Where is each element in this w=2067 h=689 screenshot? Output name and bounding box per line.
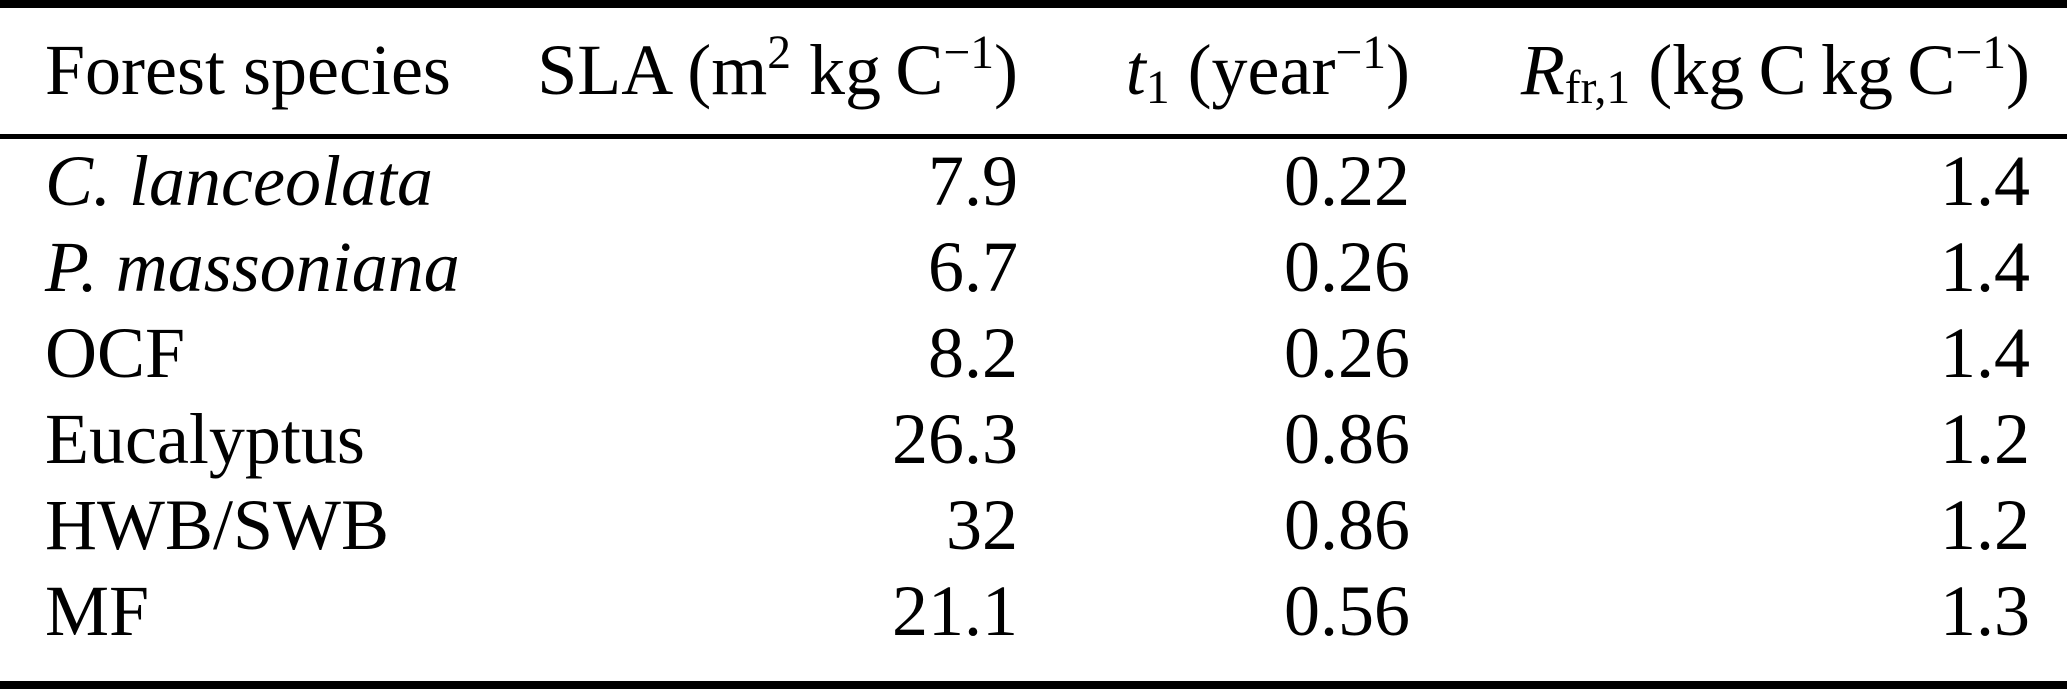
table-row: P. massoniana 6.7 0.26 1.4	[0, 225, 2067, 311]
species-cell: HWB/SWB	[0, 483, 490, 569]
rfr-subscript: fr,1	[1564, 61, 1631, 114]
sla-value: 26.3	[892, 399, 1018, 480]
species-name: C. lanceolata	[45, 141, 433, 222]
species-cell: C. lanceolata	[0, 137, 490, 226]
rfr-exponent: −1	[1955, 27, 2007, 80]
species-name: OCF	[45, 313, 186, 394]
table-header-row: Forest species SLA (m2 kg C−1) t1 (year−…	[0, 8, 2067, 139]
tl-value: 0.56	[1284, 571, 1410, 652]
col-header-forest-species: Forest species	[0, 8, 490, 139]
species-name: Eucalyptus	[45, 399, 365, 480]
species-name: MF	[45, 571, 150, 652]
sla-value: 6.7	[928, 227, 1018, 308]
species-cell: MF	[0, 569, 490, 655]
tl-value: 0.86	[1284, 485, 1410, 566]
species-name: HWB/SWB	[45, 485, 390, 566]
sla-value: 7.9	[928, 141, 1018, 222]
table-row: MF 21.1 0.56 1.3	[0, 569, 2067, 655]
rfr-value: 1.4	[1940, 141, 2030, 222]
tl-value: 0.26	[1284, 227, 1410, 308]
tl-value: 0.26	[1284, 313, 1410, 394]
rfr-symbol: R	[1520, 30, 1565, 111]
table-row: C. lanceolata 7.9 0.22 1.4	[0, 137, 2067, 226]
sla-unit-text: )	[994, 30, 1018, 111]
rfr-value: 1.4	[1940, 313, 2030, 394]
rfr-value: 1.2	[1940, 399, 2030, 480]
tl-symbol: t	[1125, 30, 1146, 111]
tl-unit-text: )	[1386, 30, 1410, 111]
table-row: OCF 8.2 0.26 1.4	[0, 311, 2067, 397]
species-cell: Eucalyptus	[0, 397, 490, 483]
forest-parameters-table: Forest species SLA (m2 kg C−1) t1 (year−…	[0, 8, 2067, 655]
species-name: P. massoniana	[45, 227, 460, 308]
sla-unit-text: SLA (m	[537, 30, 768, 111]
sla-exponent: 2	[767, 27, 792, 80]
rfr-unit-text: )	[2006, 30, 2030, 111]
tl-exponent: −1	[1335, 27, 1387, 80]
rfr-unit-text: (kg C kg C	[1630, 30, 1956, 111]
col-header-sla: SLA (m2 kg C−1)	[490, 8, 1018, 139]
table-row: HWB/SWB 32 0.86 1.2	[0, 483, 2067, 569]
species-cell: P. massoniana	[0, 225, 490, 311]
col-header-leaf-turnover: t1 (year−1)	[1018, 8, 1410, 139]
sla-value: 8.2	[928, 313, 1018, 394]
table-row: Eucalyptus 26.3 0.86 1.2	[0, 397, 2067, 483]
species-cell: OCF	[0, 311, 490, 397]
tl-unit-text: (year	[1169, 30, 1336, 111]
tl-value: 0.86	[1284, 399, 1410, 480]
rfr-value: 1.4	[1940, 227, 2030, 308]
rfr-value: 1.3	[1940, 571, 2030, 652]
tl-subscript: 1	[1145, 61, 1170, 114]
tl-value: 0.22	[1284, 141, 1410, 222]
rfr-value: 1.2	[1940, 485, 2030, 566]
col-header-fineroot-ratio: Rfr,1 (kg C kg C−1)	[1410, 8, 2067, 139]
sla-exponent: −1	[943, 27, 995, 80]
sla-value: 21.1	[892, 571, 1018, 652]
sla-unit-text: kg C	[791, 30, 944, 111]
sla-value: 32	[946, 485, 1018, 566]
